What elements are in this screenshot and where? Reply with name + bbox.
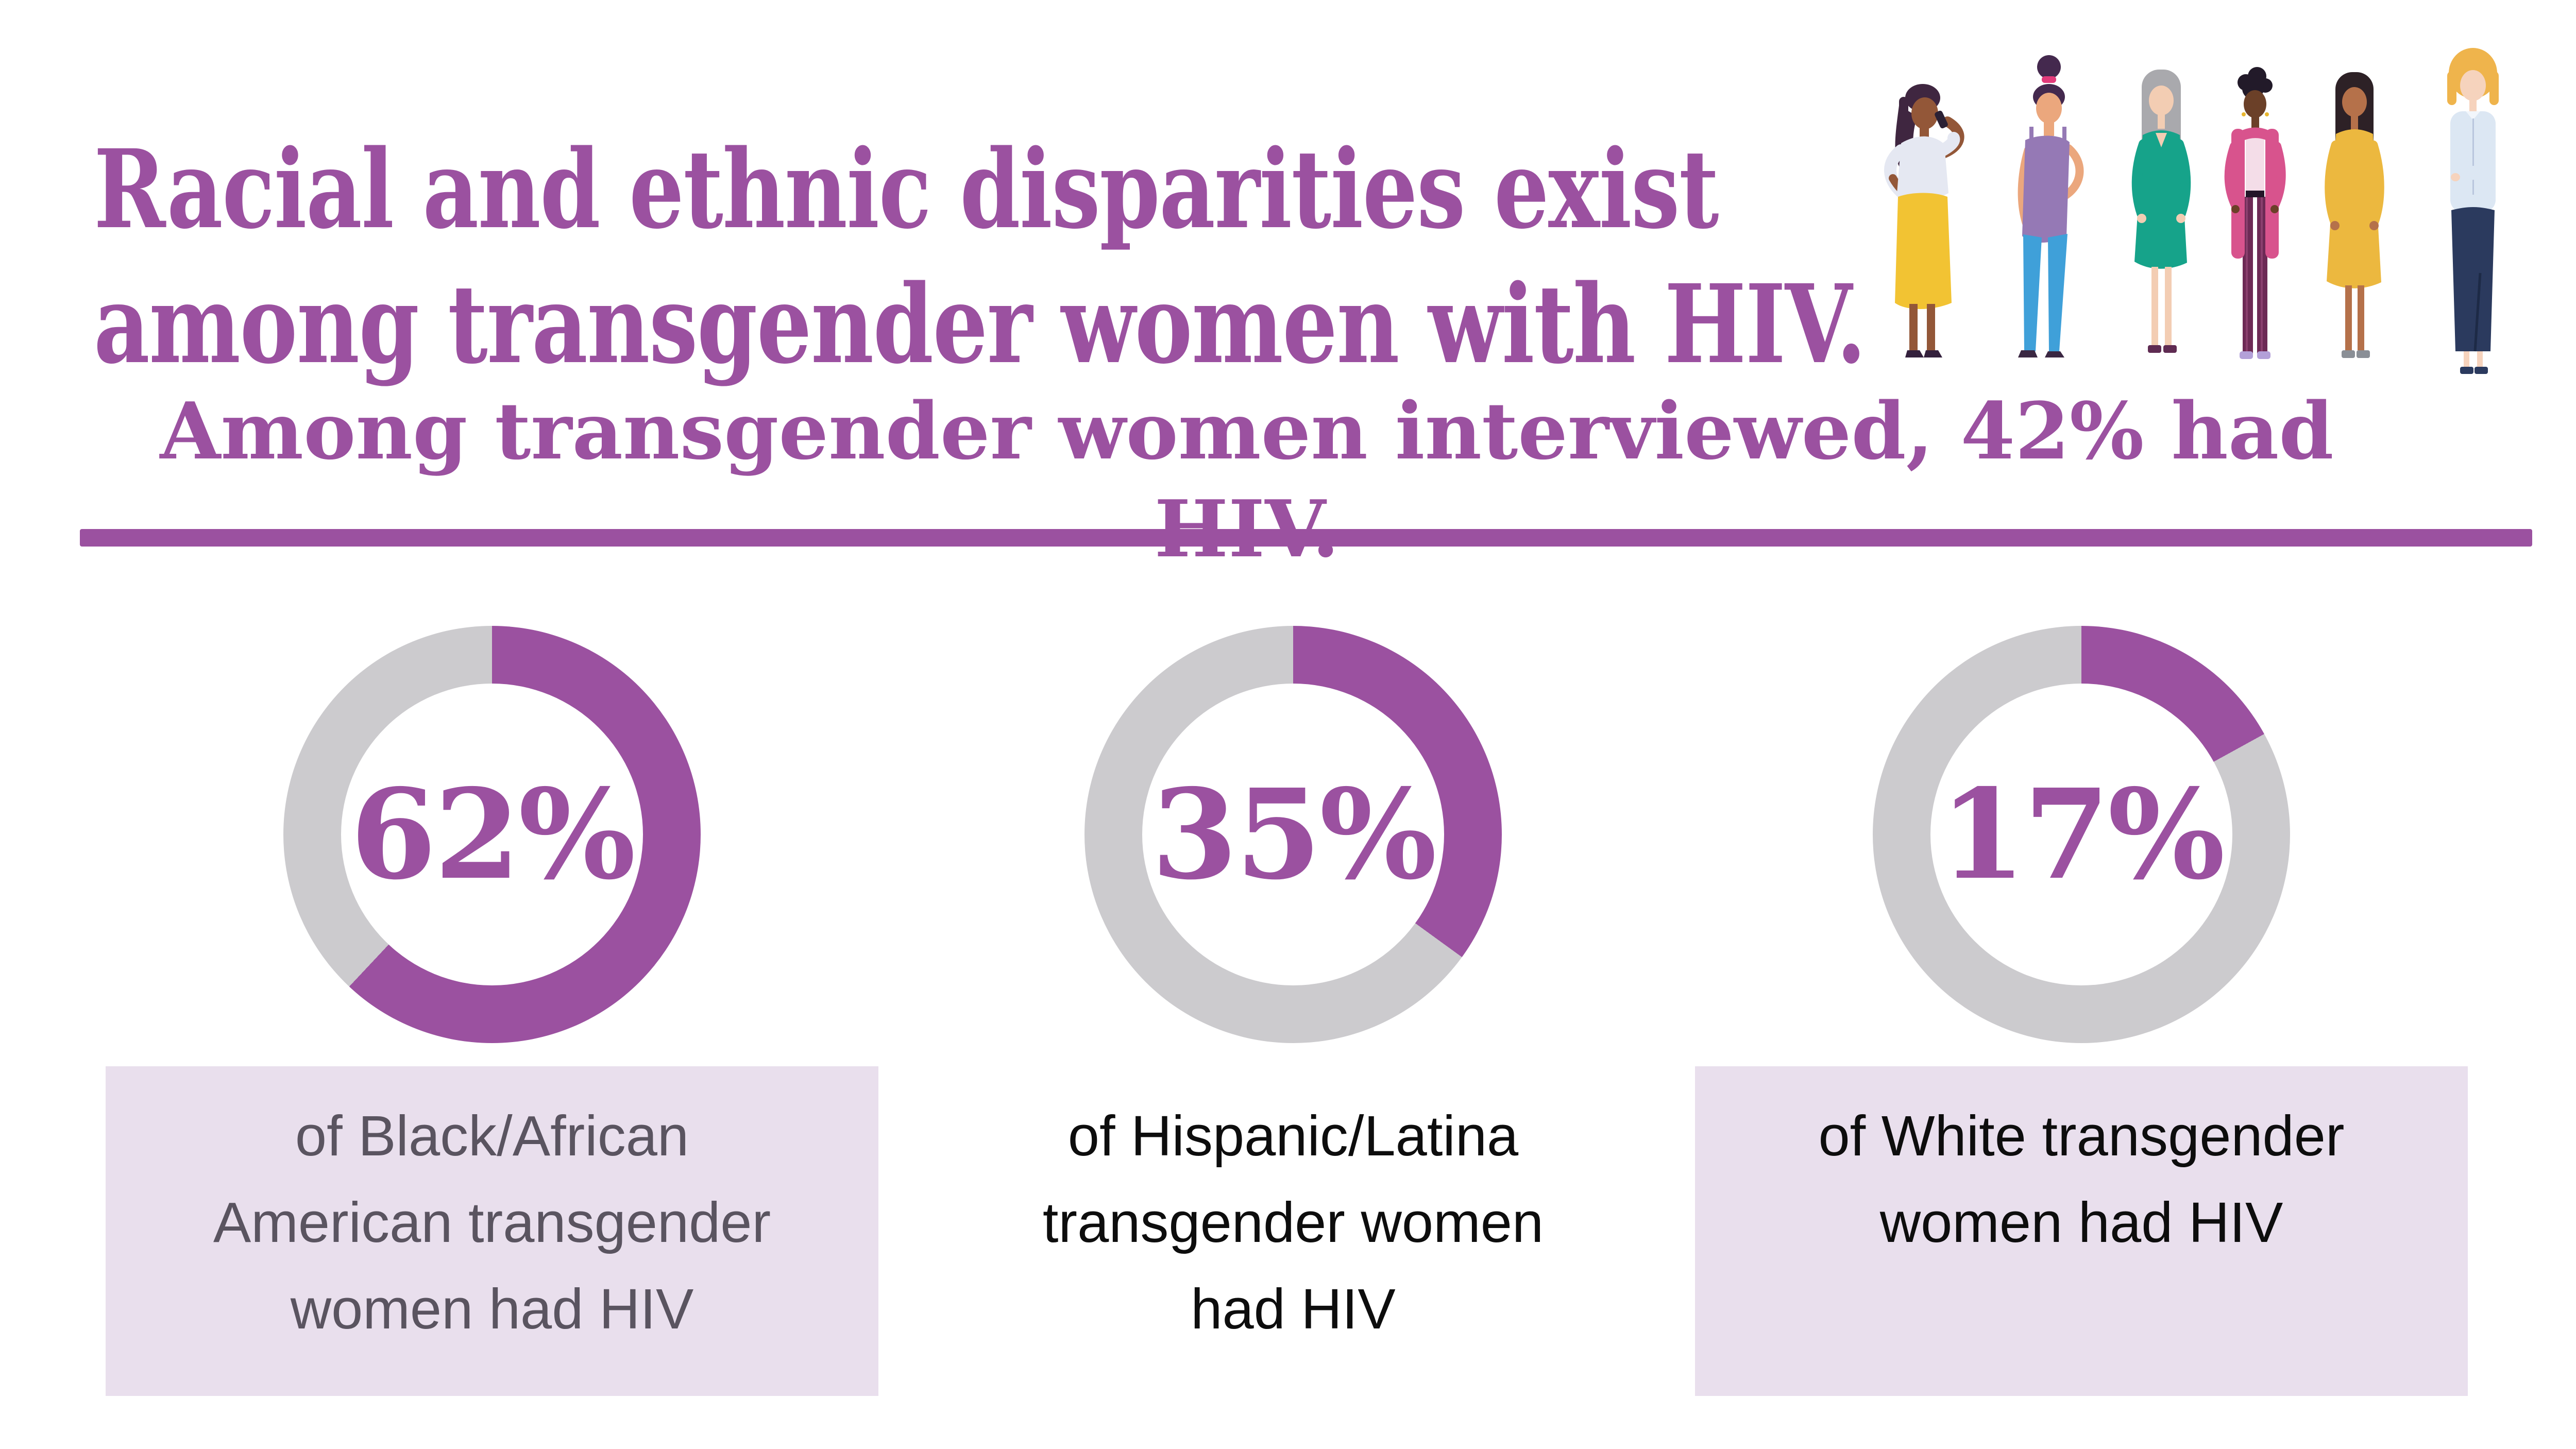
donut-percent-label: 17% xyxy=(1939,762,2225,907)
donut-percent-label: 62% xyxy=(350,762,636,907)
stat-column-hispanic-latina: 35% of Hispanic/Latina transgender women… xyxy=(891,626,1695,1396)
woman-figure-4 xyxy=(2224,67,2286,359)
woman-figure-6 xyxy=(2447,48,2499,374)
woman-figure-3 xyxy=(2131,70,2191,353)
donut-chart-hispanic-latina: 35% xyxy=(1084,626,1502,1043)
divider-rule xyxy=(80,529,2532,547)
donut-hole: 17% xyxy=(1930,684,2232,985)
stat-description-white: of White transgender women had HIV xyxy=(1695,1066,2468,1396)
stat-column-black-african-american: 62% of Black/African American transgende… xyxy=(90,626,894,1396)
stat-description-black-african-american: of Black/African American transgender wo… xyxy=(106,1066,878,1396)
stat-column-white: 17% of White transgender women had HIV xyxy=(1680,626,2483,1396)
donut-chart-white: 17% xyxy=(1873,626,2290,1043)
donut-chart-black-african-american: 62% xyxy=(283,626,701,1043)
stat-description-hispanic-latina: of Hispanic/Latina transgender women had… xyxy=(1042,1104,1544,1341)
subtitle-overall-stat: Among transgender women interviewed, 42%… xyxy=(160,385,2334,575)
woman-figure-5 xyxy=(2325,72,2384,358)
donut-hole: 62% xyxy=(341,684,643,985)
woman-figure-2 xyxy=(2018,55,2084,357)
donut-hole: 35% xyxy=(1142,684,1444,985)
page-title: Racial and ethnic disparities exist amon… xyxy=(94,125,1867,388)
donut-percent-label: 35% xyxy=(1151,762,1437,907)
six-diverse-women-illustration xyxy=(1884,48,2499,374)
woman-figure-1 xyxy=(1884,84,1964,357)
